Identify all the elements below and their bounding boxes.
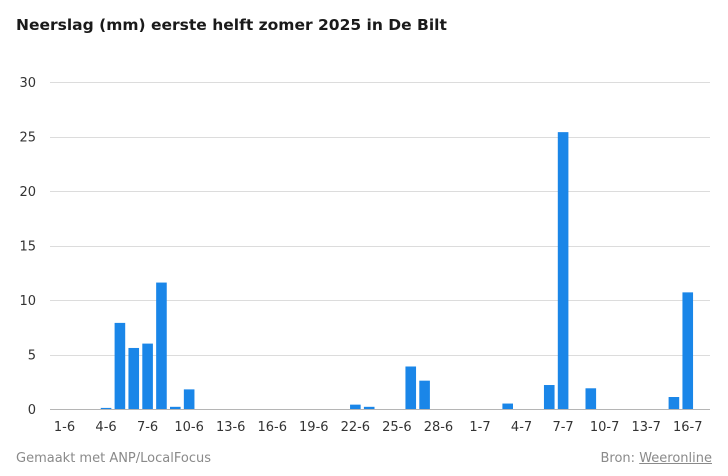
x-tick-label: 10-6	[174, 420, 204, 435]
source-link[interactable]: Weeronline	[639, 451, 712, 466]
bar-7-6[interactable]	[142, 343, 153, 409]
bar-15-7[interactable]	[668, 397, 680, 409]
x-tick-label: 7-6	[137, 420, 158, 435]
x-tick-label: 19-6	[299, 420, 329, 435]
y-tick-label: 5	[28, 349, 36, 364]
x-tick-label: 1-6	[54, 420, 75, 435]
x-tick-label: 16-6	[257, 420, 287, 435]
bar-7-7[interactable]	[557, 132, 569, 409]
bar-8-6[interactable]	[156, 282, 167, 409]
bar-5-6[interactable]	[114, 322, 126, 409]
bar-9-6[interactable]	[170, 406, 181, 409]
x-tick-label: 28-6	[424, 420, 454, 435]
y-tick-label: 0	[28, 403, 36, 418]
bar-16-7[interactable]	[682, 292, 694, 409]
x-tick-label: 4-7	[511, 420, 532, 435]
x-tick-label: 13-7	[631, 420, 661, 435]
y-axis-tick-labels: 0 5 10 15 20 25 30	[19, 76, 36, 418]
source-credit: Bron: Weeronline	[600, 451, 712, 466]
x-tick-label: 22-6	[341, 420, 371, 435]
x-axis-tick-labels: 1-6 4-6 7-6 10-6 13-6 16-6 19-6 22-6 25-6 28-6 1-7…	[54, 420, 703, 435]
bar-10-6[interactable]	[183, 389, 195, 409]
gridlines	[50, 82, 710, 410]
y-tick-label: 20	[19, 185, 36, 200]
y-tick-label: 30	[19, 76, 36, 91]
bar-27-6[interactable]	[419, 380, 430, 409]
x-tick-label: 16-7	[673, 420, 703, 435]
bar-4-6[interactable]	[100, 407, 112, 409]
y-tick-label: 25	[19, 131, 36, 146]
made-with-credit: Gemaakt met ANP/LocalFocus	[16, 451, 211, 466]
chart-title: Neerslag (mm) eerste helft zomer 2025 in…	[16, 16, 447, 34]
x-tick-label: 4-6	[95, 420, 116, 435]
x-tick-label: 7-7	[552, 420, 573, 435]
x-tick-label: 1-7	[469, 420, 490, 435]
x-tick-label: 13-6	[216, 420, 246, 435]
x-tick-label: 10-7	[590, 420, 620, 435]
bar-3-7[interactable]	[502, 403, 513, 409]
y-tick-label: 15	[19, 240, 36, 255]
bar-6-6[interactable]	[128, 347, 140, 409]
source-prefix: Bron:	[600, 451, 636, 466]
bar-6-7[interactable]	[543, 385, 555, 409]
bar-9-7[interactable]	[585, 388, 597, 409]
x-tick-label: 25-6	[382, 420, 412, 435]
bars	[100, 132, 694, 409]
y-tick-label: 10	[19, 294, 36, 309]
bar-23-6[interactable]	[363, 406, 375, 409]
bar-26-6[interactable]	[405, 366, 417, 409]
bar-22-6[interactable]	[350, 404, 361, 409]
